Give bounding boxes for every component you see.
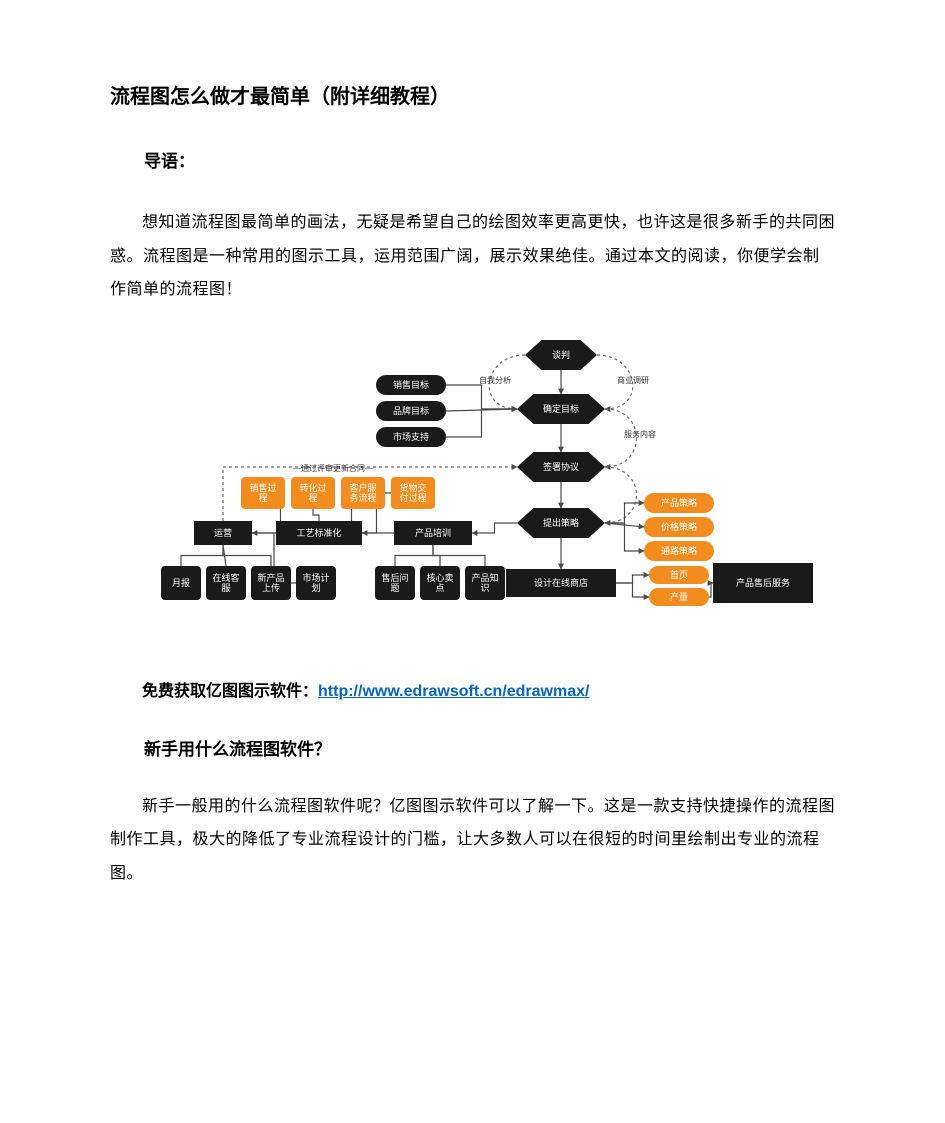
svg-text:产品策略: 产品策略 <box>660 497 696 508</box>
svg-text:工艺标准化: 工艺标准化 <box>296 527 341 538</box>
flowchart-svg: 谈判确定目标签署协议提出策略设计在线商店销售目标品牌目标市场支持销售过程转化过程… <box>123 327 823 647</box>
svg-text:通路策略: 通路策略 <box>660 545 696 556</box>
flowchart-figure: 谈判确定目标签署协议提出策略设计在线商店销售目标品牌目标市场支持销售过程转化过程… <box>110 327 835 647</box>
download-link[interactable]: http://www.edrawsoft.cn/edrawmax/ <box>318 683 589 700</box>
svg-text:销售过: 销售过 <box>249 482 276 493</box>
svg-text:上传: 上传 <box>261 582 279 593</box>
svg-text:转化过: 转化过 <box>299 482 326 493</box>
svg-text:客户服: 客户服 <box>349 482 376 493</box>
svg-text:新产品: 新产品 <box>257 572 284 583</box>
svg-text:务流程: 务流程 <box>349 492 376 503</box>
svg-text:服务内容: 服务内容 <box>624 429 656 439</box>
svg-text:付过程: 付过程 <box>399 492 426 503</box>
svg-text:月报: 月报 <box>171 577 189 588</box>
svg-text:程: 程 <box>258 493 267 503</box>
intro-paragraph: 想知道流程图最简单的画法，无疑是希望自己的绘图效率更高更快，也许这是很多新手的共… <box>110 206 835 307</box>
svg-text:服: 服 <box>221 583 230 593</box>
svg-text:谈判: 谈判 <box>551 349 569 360</box>
svg-text:划: 划 <box>311 582 320 593</box>
svg-text:产品知: 产品知 <box>471 572 498 583</box>
download-prefix: 免费获取亿图图示软件： <box>142 683 318 700</box>
svg-text:运营: 运营 <box>213 527 231 538</box>
svg-text:程: 程 <box>308 493 317 503</box>
svg-text:题: 题 <box>390 583 399 593</box>
svg-text:产量: 产量 <box>669 591 687 602</box>
svg-text:在线客: 在线客 <box>212 572 239 583</box>
svg-text:确定目标: 确定目标 <box>542 403 578 414</box>
svg-text:自我分析: 自我分析 <box>479 375 511 385</box>
svg-text:市场支持: 市场支持 <box>392 431 428 442</box>
svg-text:设计在线商店: 设计在线商店 <box>533 577 587 588</box>
svg-text:识: 识 <box>480 583 489 593</box>
page-title: 流程图怎么做才最简单（附详细教程） <box>110 80 835 109</box>
svg-text:售后问: 售后问 <box>381 572 408 583</box>
svg-text:市场计: 市场计 <box>302 572 329 583</box>
svg-text:销售目标: 销售目标 <box>392 379 428 390</box>
svg-text:价格策略: 价格策略 <box>660 521 696 532</box>
lead-label: 导语： <box>144 147 835 172</box>
svg-text:签署协议: 签署协议 <box>542 461 578 472</box>
svg-text:产品培训: 产品培训 <box>414 527 450 538</box>
svg-text:提出策略: 提出策略 <box>542 517 578 528</box>
section-heading: 新手用什么流程图软件？ <box>110 735 835 760</box>
svg-text:—通过评审更新合同—: —通过评审更新合同— <box>293 463 373 473</box>
svg-text:货物交: 货物交 <box>399 482 426 493</box>
body-paragraph: 新手一般用的什么流程图软件呢？亿图图示软件可以了解一下。这是一款支持快捷操作的流… <box>110 790 835 891</box>
svg-text:产品售后服务: 产品售后服务 <box>735 577 789 588</box>
svg-text:商业调研: 商业调研 <box>617 375 649 385</box>
svg-text:品牌目标: 品牌目标 <box>392 405 428 416</box>
svg-text:点: 点 <box>435 583 444 593</box>
svg-text:核心卖: 核心卖 <box>426 572 453 583</box>
document-page: 流程图怎么做才最简单（附详细教程） 导语： 想知道流程图最简单的画法，无疑是希望… <box>0 0 945 971</box>
download-line: 免费获取亿图图示软件：http://www.edrawsoft.cn/edraw… <box>110 677 835 701</box>
svg-text:首页: 首页 <box>669 569 687 580</box>
